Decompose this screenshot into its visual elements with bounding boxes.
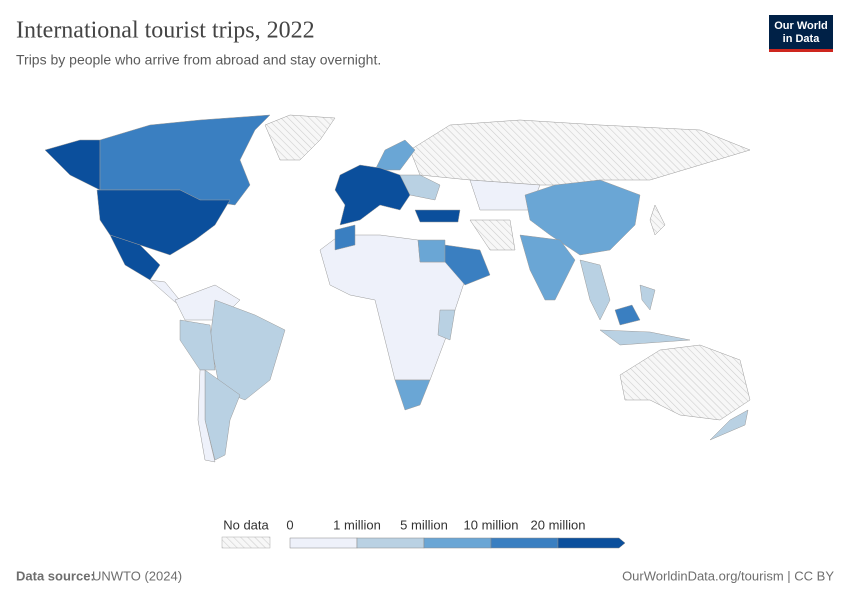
legend-label: 10 million — [464, 517, 519, 532]
country[interactable] — [709, 409, 749, 441]
country[interactable] — [197, 369, 216, 463]
country[interactable] — [264, 114, 336, 161]
logo-box — [769, 15, 833, 49]
country[interactable] — [614, 304, 641, 326]
country[interactable] — [599, 329, 691, 346]
legend-bin — [423, 537, 492, 549]
country[interactable] — [44, 139, 101, 191]
country[interactable] — [619, 344, 751, 421]
legend-bin — [289, 537, 358, 549]
legend-bin — [356, 537, 425, 549]
country[interactable] — [399, 174, 441, 201]
legend-bin — [557, 537, 626, 549]
country[interactable] — [639, 284, 656, 311]
legend-label: No data — [223, 517, 269, 532]
legend: No data 0 1 million 5 million 10 million 20 … — [221, 517, 626, 549]
world-map — [44, 114, 751, 463]
country[interactable] — [374, 139, 416, 171]
legend-label: 5 million — [400, 517, 448, 532]
source: UNWTO (2024) — [92, 568, 182, 583]
country[interactable] — [334, 224, 356, 251]
country[interactable] — [394, 379, 431, 411]
logo[interactable]: Our World in Data — [769, 15, 833, 52]
country[interactable] — [96, 189, 231, 256]
legend-label: 0 — [286, 517, 293, 532]
country[interactable] — [179, 319, 216, 371]
country[interactable] — [649, 204, 666, 236]
logo-text: Our World — [774, 20, 828, 32]
country[interactable] — [519, 234, 576, 301]
logo-text: in Data — [783, 33, 821, 45]
no-data-swatch — [221, 536, 271, 549]
country[interactable] — [444, 244, 491, 286]
subtitle: Trips by people who arrive from abroad a… — [16, 52, 381, 68]
legend-label: 20 million — [531, 517, 586, 532]
country[interactable] — [409, 119, 751, 186]
source-label: Data source: — [16, 568, 95, 583]
country[interactable] — [417, 239, 446, 263]
country[interactable] — [524, 179, 641, 256]
country[interactable] — [469, 219, 516, 251]
source-url[interactable]: OurWorldinData.org/tourism | CC BY — [622, 568, 834, 583]
country[interactable] — [579, 259, 611, 321]
country[interactable] — [109, 234, 161, 281]
title: International tourist trips, 2022 — [16, 18, 315, 44]
country[interactable] — [414, 209, 461, 223]
country[interactable] — [437, 309, 456, 341]
logo-underline — [769, 49, 833, 52]
legend-bin — [490, 537, 559, 549]
country[interactable] — [334, 164, 411, 226]
legend-label: 1 million — [333, 517, 381, 532]
